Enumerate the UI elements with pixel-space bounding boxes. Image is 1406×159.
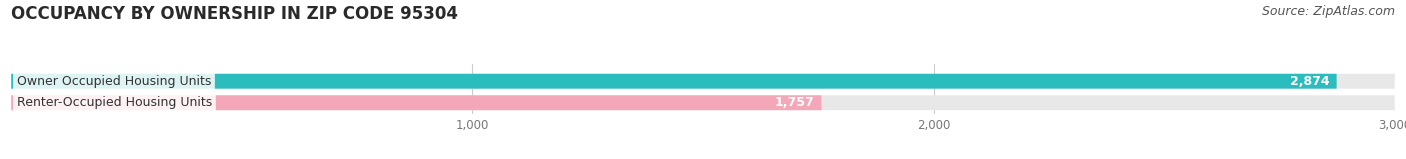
- FancyBboxPatch shape: [11, 74, 1337, 89]
- FancyBboxPatch shape: [11, 95, 821, 110]
- Text: Renter-Occupied Housing Units: Renter-Occupied Housing Units: [17, 96, 212, 109]
- Text: Owner Occupied Housing Units: Owner Occupied Housing Units: [17, 75, 211, 88]
- Text: Source: ZipAtlas.com: Source: ZipAtlas.com: [1261, 5, 1395, 18]
- FancyBboxPatch shape: [11, 95, 1395, 110]
- Text: 1,757: 1,757: [775, 96, 814, 109]
- FancyBboxPatch shape: [11, 74, 1395, 89]
- Text: OCCUPANCY BY OWNERSHIP IN ZIP CODE 95304: OCCUPANCY BY OWNERSHIP IN ZIP CODE 95304: [11, 5, 458, 23]
- Text: 2,874: 2,874: [1291, 75, 1330, 88]
